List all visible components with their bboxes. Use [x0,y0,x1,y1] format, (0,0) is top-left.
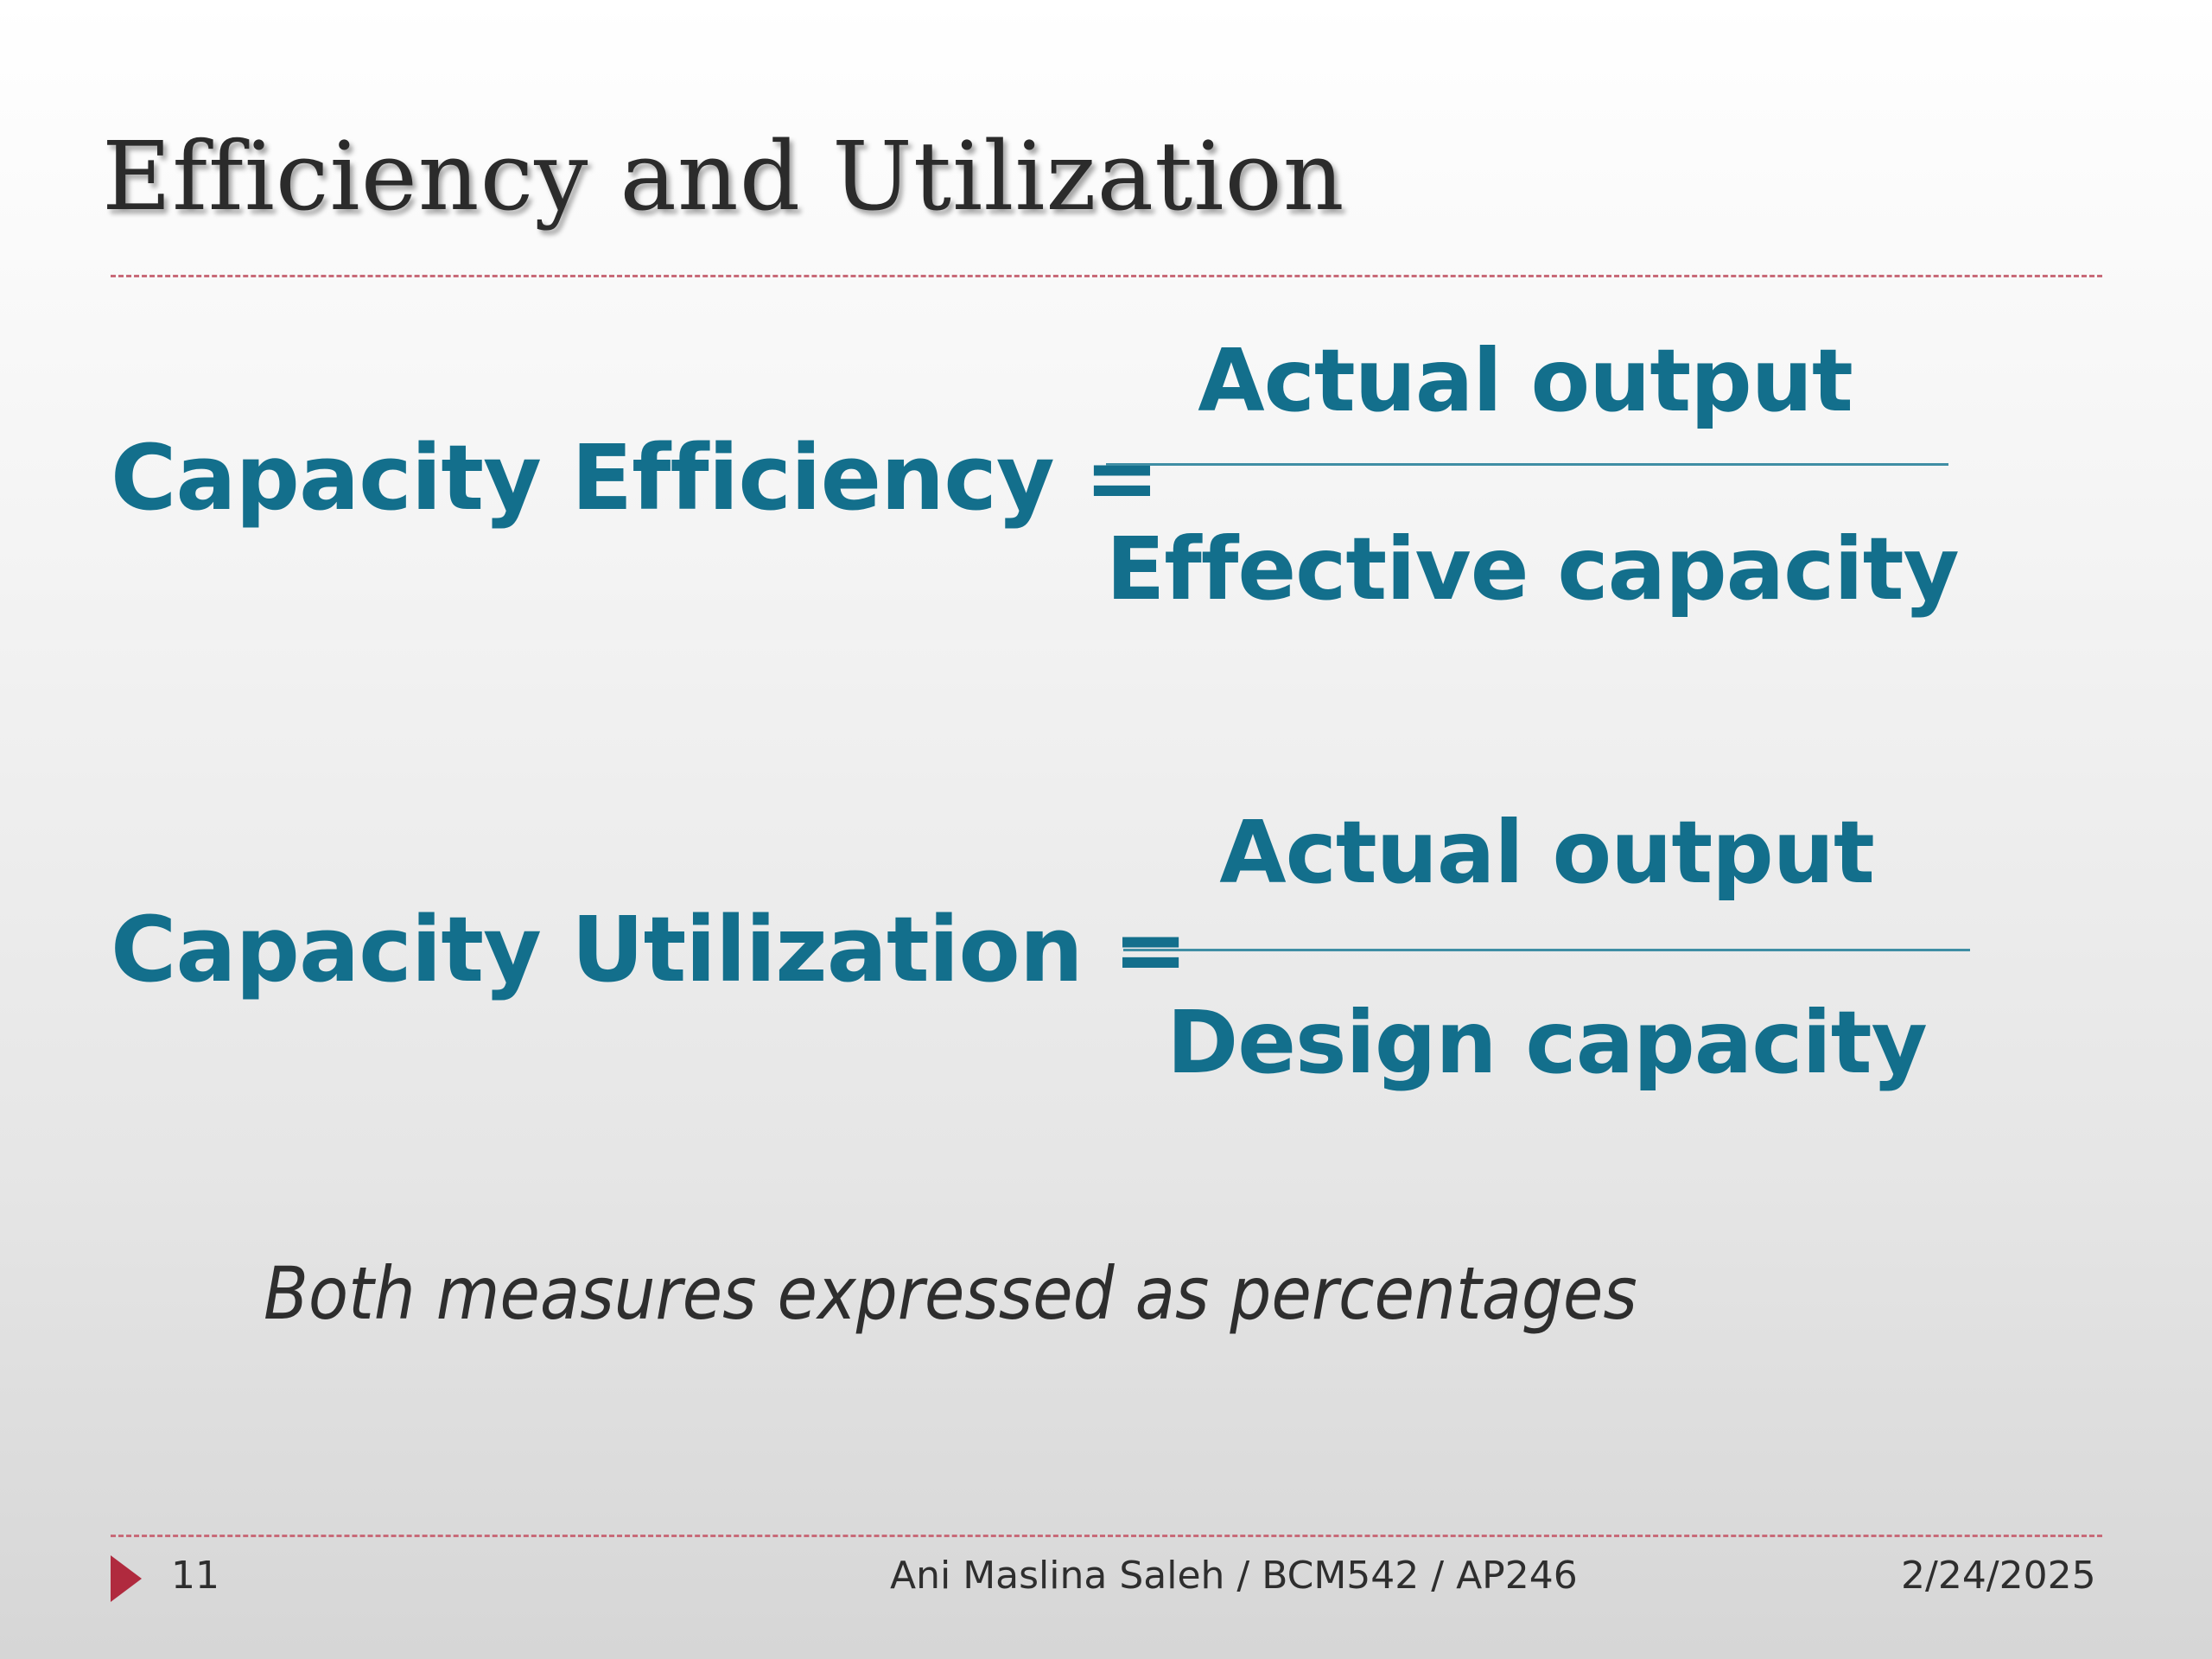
efficiency-numerator: Actual output [1198,330,1853,431]
percentage-note: Both measures expressed as percentages [264,1251,1637,1336]
footer-divider [111,1535,2102,1537]
efficiency-denominator: Effective capacity [1106,518,1960,620]
page-number: 11 [171,1554,219,1598]
play-arrow-icon [111,1555,142,1602]
efficiency-formula-label: Capacity Efficiency = [111,425,1160,531]
efficiency-fraction-bar [1106,463,1948,466]
footer-author-course: Ani Maslina Saleh / BCM542 / AP246 [890,1554,1578,1598]
footer-date: 2/24/2025 [1901,1554,2096,1598]
utilization-denominator: Design capacity [1166,992,1928,1093]
utilization-fraction-bar [1123,949,1970,951]
utilization-numerator: Actual output [1219,802,1875,903]
title-divider [111,275,2102,277]
slide-title: Efficiency and Utilization [102,121,1345,232]
utilization-formula-label: Capacity Utilization = [111,897,1188,1002]
